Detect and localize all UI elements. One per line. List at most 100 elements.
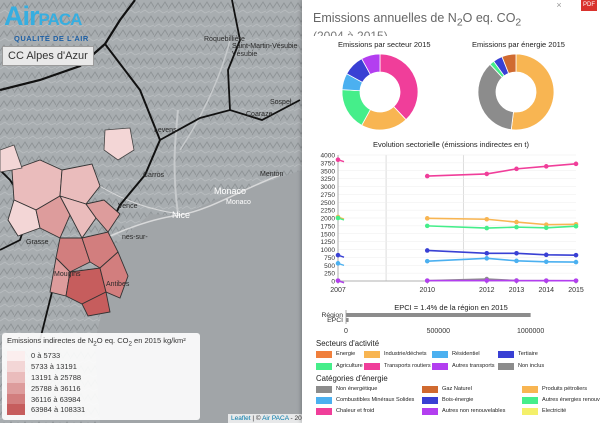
- legend-label: Combustibles Minéraux Solides: [336, 397, 415, 403]
- bar[interactable]: [346, 313, 531, 317]
- x-tick-label: 2010: [419, 287, 435, 294]
- commune[interactable]: [55, 237, 91, 273]
- place-name: Mougins: [54, 271, 81, 278]
- data-point[interactable]: [514, 166, 519, 172]
- data-point[interactable]: [484, 256, 490, 261]
- y-tick-label: 2250: [321, 208, 336, 215]
- legend-label: Résidentiel: [452, 351, 480, 357]
- commune[interactable]: [85, 199, 121, 233]
- legend-swatch: [7, 382, 25, 394]
- legend-item[interactable]: Autres transports: [432, 362, 495, 370]
- donut-slice[interactable]: [477, 63, 514, 131]
- donut-slice[interactable]: [510, 53, 555, 131]
- donut-slice[interactable]: [379, 53, 419, 121]
- data-point[interactable]: [335, 215, 341, 221]
- leaflet-link[interactable]: Leaflet: [231, 415, 251, 422]
- data-point[interactable]: [335, 252, 341, 258]
- data-point[interactable]: [514, 250, 519, 256]
- data-point[interactable]: [424, 216, 430, 221]
- bar-category-label: EPCI: [327, 317, 343, 324]
- data-point[interactable]: [484, 278, 490, 283]
- legend-item[interactable]: Chaleur et froid: [316, 407, 374, 415]
- data-point[interactable]: [514, 258, 519, 264]
- legend-item[interactable]: Tertiaire: [498, 350, 538, 358]
- donut-slice[interactable]: [361, 53, 381, 76]
- data-point[interactable]: [484, 216, 490, 222]
- y-tick-label: 1000: [321, 247, 336, 254]
- commune[interactable]: [59, 195, 97, 239]
- legend-item[interactable]: Résidentiel: [432, 350, 480, 358]
- data-point[interactable]: [543, 225, 549, 231]
- communes-layer[interactable]: [0, 127, 135, 317]
- series-line[interactable]: [427, 163, 577, 177]
- data-point[interactable]: [543, 278, 549, 283]
- y-tick-label: 1250: [321, 239, 336, 246]
- bar[interactable]: [346, 318, 349, 322]
- data-point[interactable]: [573, 252, 579, 258]
- line-chart-title: Evolution sectorielle (émissions indirec…: [373, 140, 529, 149]
- series-line[interactable]: [427, 257, 577, 263]
- data-point[interactable]: [424, 278, 430, 283]
- data-point[interactable]: [424, 258, 430, 264]
- data-point[interactable]: [543, 164, 549, 169]
- data-point[interactable]: [335, 157, 341, 163]
- data-point[interactable]: [543, 222, 549, 227]
- legend-item[interactable]: Produits pétroliers: [522, 385, 587, 393]
- legend-item[interactable]: Non inclus: [498, 362, 544, 370]
- data-point[interactable]: [335, 278, 341, 283]
- commune[interactable]: [99, 251, 129, 299]
- data-point[interactable]: [424, 223, 430, 229]
- legend-item[interactable]: Autres non renouvelables: [422, 407, 505, 415]
- commune[interactable]: [0, 144, 23, 173]
- data-point[interactable]: [514, 278, 519, 283]
- legend-item[interactable]: Electricité: [522, 407, 566, 415]
- data-point[interactable]: [543, 252, 549, 258]
- series-line[interactable]: [427, 249, 577, 256]
- data-point[interactable]: [424, 248, 430, 253]
- place-name: Saint-Martin-Vésubie: [232, 43, 297, 50]
- series-line[interactable]: [427, 217, 577, 226]
- data-point[interactable]: [335, 261, 341, 266]
- data-point[interactable]: [543, 259, 549, 265]
- data-point[interactable]: [514, 224, 519, 230]
- data-point[interactable]: [484, 225, 490, 231]
- data-point[interactable]: [514, 219, 519, 225]
- commune[interactable]: [59, 163, 101, 205]
- legend-item[interactable]: Gaz Naturel: [422, 385, 472, 393]
- data-point[interactable]: [424, 173, 430, 179]
- data-point[interactable]: [573, 278, 579, 283]
- legend-item[interactable]: Non énergétique: [316, 385, 377, 393]
- legend-title: Emissions indirectes de N2O eq. CO2 en 2…: [7, 336, 186, 348]
- data-point[interactable]: [573, 161, 579, 167]
- legend-swatch: [316, 385, 332, 393]
- commune[interactable]: [7, 199, 41, 237]
- legend-item[interactable]: Autres énergies renouvelables: [522, 396, 600, 404]
- logo-paca: PACA: [38, 10, 83, 29]
- legend-item[interactable]: Agriculture: [316, 362, 363, 370]
- legend-item[interactable]: Bois-énergie: [422, 396, 473, 404]
- series-line[interactable]: [427, 225, 577, 229]
- legend-swatch: [7, 393, 25, 405]
- commune[interactable]: [103, 127, 135, 161]
- emissions-panel[interactable]: Emissions annuelles de N2O eq. CO2 (2004…: [302, 0, 600, 423]
- close-icon[interactable]: ×: [552, 1, 566, 11]
- donut-slice[interactable]: [501, 53, 517, 74]
- commune[interactable]: [35, 195, 71, 239]
- line-chart[interactable]: 0250500750100012501500175020002250250027…: [302, 145, 600, 297]
- legend-item[interactable]: Energie: [316, 350, 355, 358]
- data-point[interactable]: [484, 171, 490, 177]
- legend-swatch: [522, 396, 538, 404]
- legend-label: Industrie/déchets: [384, 351, 427, 357]
- data-point[interactable]: [573, 223, 579, 229]
- pdf-export-button[interactable]: PDF: [581, 0, 597, 11]
- legend-item[interactable]: Combustibles Minéraux Solides: [316, 396, 414, 404]
- epci-share-text: EPCI = 1.4% de la région en 2015: [394, 303, 508, 312]
- data-point[interactable]: [573, 259, 579, 265]
- legend-item[interactable]: Industrie/déchets: [364, 350, 427, 358]
- data-point[interactable]: [484, 250, 490, 256]
- legend-item[interactable]: Transports routiers: [364, 362, 431, 370]
- airpaca-link[interactable]: Air PACA: [262, 415, 289, 422]
- commune[interactable]: [81, 291, 111, 317]
- x-tick-label: 2007: [330, 287, 346, 294]
